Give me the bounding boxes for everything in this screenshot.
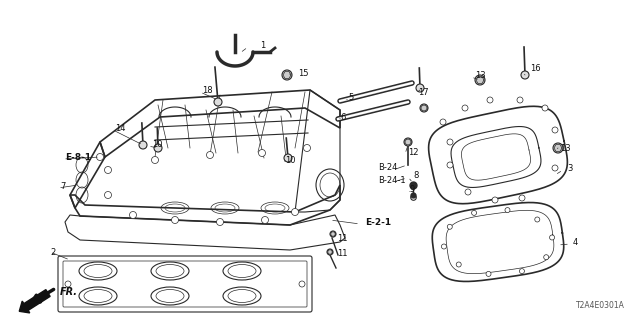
Circle shape [517, 97, 523, 103]
Circle shape [535, 217, 540, 222]
Circle shape [505, 208, 510, 212]
Circle shape [552, 127, 558, 133]
Circle shape [456, 262, 461, 267]
Text: 12: 12 [408, 148, 419, 156]
Circle shape [330, 231, 336, 237]
Circle shape [520, 268, 524, 274]
Circle shape [442, 244, 447, 249]
Text: 17: 17 [418, 87, 429, 97]
Circle shape [291, 209, 298, 215]
Circle shape [519, 195, 525, 201]
Text: 10: 10 [285, 156, 296, 164]
Circle shape [207, 151, 214, 158]
Text: 13: 13 [560, 143, 571, 153]
Circle shape [214, 98, 222, 106]
Circle shape [462, 105, 468, 111]
Circle shape [447, 162, 453, 168]
Text: 9: 9 [410, 185, 415, 194]
Circle shape [284, 154, 292, 162]
Text: B-24-1: B-24-1 [378, 175, 406, 185]
Text: 5: 5 [348, 92, 353, 101]
Circle shape [327, 249, 333, 255]
Circle shape [172, 217, 179, 223]
Circle shape [542, 105, 548, 111]
Text: E-2-1: E-2-1 [365, 218, 391, 227]
Circle shape [404, 138, 412, 146]
Circle shape [216, 219, 223, 226]
Text: 3: 3 [567, 164, 572, 172]
Text: 4: 4 [573, 237, 579, 246]
Circle shape [152, 156, 159, 164]
Circle shape [129, 212, 136, 219]
Circle shape [475, 75, 485, 85]
Circle shape [553, 143, 563, 153]
Text: 11: 11 [337, 234, 348, 243]
Text: 18: 18 [202, 85, 212, 94]
Circle shape [486, 271, 491, 276]
Circle shape [154, 144, 162, 152]
Text: 6: 6 [340, 113, 346, 122]
Circle shape [447, 139, 453, 145]
Circle shape [487, 97, 493, 103]
Circle shape [420, 104, 428, 112]
Text: 15: 15 [298, 68, 308, 77]
Circle shape [447, 224, 452, 229]
Text: B-24: B-24 [378, 163, 397, 172]
Text: 16: 16 [530, 63, 541, 73]
Text: 8: 8 [413, 171, 419, 180]
Text: 13: 13 [475, 70, 486, 79]
Text: 14: 14 [115, 124, 125, 132]
Circle shape [303, 145, 310, 151]
Text: 1: 1 [260, 41, 265, 50]
Text: 2: 2 [50, 247, 55, 257]
Circle shape [521, 71, 529, 79]
Circle shape [465, 189, 471, 195]
Circle shape [416, 84, 424, 92]
FancyArrow shape [19, 290, 50, 313]
Circle shape [97, 154, 104, 161]
Circle shape [104, 166, 111, 173]
Text: T2A4E0301A: T2A4E0301A [576, 301, 625, 310]
Circle shape [282, 70, 292, 80]
Circle shape [259, 149, 266, 156]
Circle shape [550, 235, 555, 240]
Circle shape [104, 191, 111, 198]
Circle shape [472, 210, 477, 215]
Circle shape [552, 165, 558, 171]
Text: 10: 10 [152, 140, 163, 148]
Circle shape [262, 217, 269, 223]
Text: E-8-1: E-8-1 [65, 153, 91, 162]
Circle shape [492, 197, 498, 203]
Circle shape [544, 255, 548, 260]
Text: 7: 7 [60, 181, 65, 190]
Text: FR.: FR. [60, 287, 78, 297]
Text: 11: 11 [337, 250, 348, 259]
Circle shape [139, 141, 147, 149]
Circle shape [440, 119, 446, 125]
